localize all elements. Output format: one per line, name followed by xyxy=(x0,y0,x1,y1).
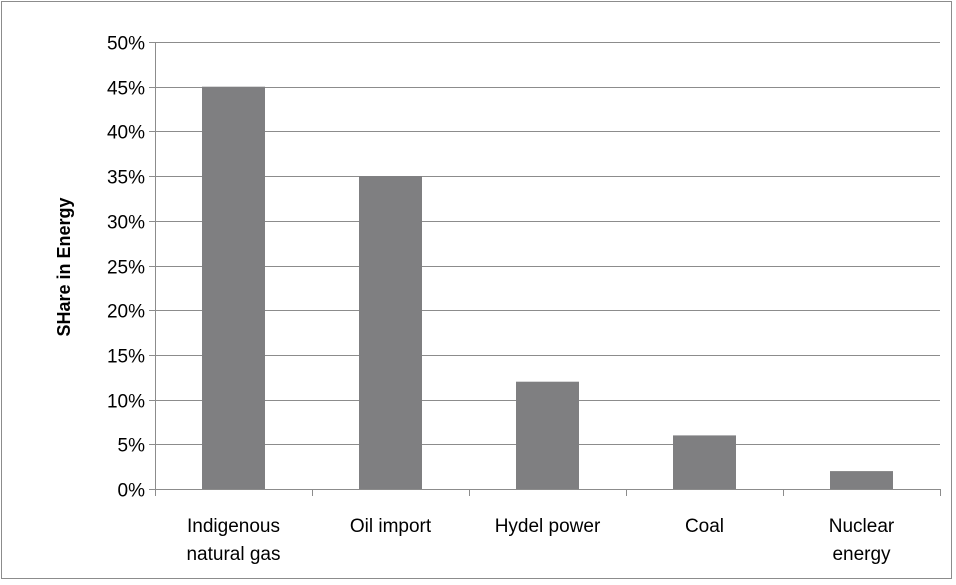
x-tick-labels: Indigenous natural gas Oil import Hydel pow… xyxy=(186,516,894,565)
x-tick-label: Oil import xyxy=(350,516,432,537)
x-tick-label: Nuclear energy xyxy=(829,516,895,565)
y-tick-label: 15% xyxy=(107,347,145,368)
bars xyxy=(202,86,893,489)
bar xyxy=(359,176,422,489)
y-tick-label: 0% xyxy=(118,481,146,502)
y-tick-label: 10% xyxy=(107,392,145,413)
axes xyxy=(149,42,941,496)
bar xyxy=(830,471,893,489)
bar xyxy=(516,381,579,489)
x-tick-label: Hydel power xyxy=(495,516,601,537)
y-tick-label: 25% xyxy=(107,258,145,279)
y-tick-label: 30% xyxy=(107,213,145,234)
x-tick-label: Indigenous natural gas xyxy=(186,516,280,565)
y-axis-title: SHare in Energy xyxy=(54,197,74,336)
y-tick-label: 50% xyxy=(107,34,145,55)
gridlines xyxy=(155,42,940,445)
y-tick-label: 45% xyxy=(107,79,145,100)
y-tick-label: 35% xyxy=(107,168,145,189)
bar xyxy=(202,86,265,489)
y-tick-label: 5% xyxy=(118,436,146,457)
y-tick-label: 40% xyxy=(107,123,145,144)
y-tick-labels: 0% 5% 10% 15% 20% 25% 30% 35% 40% 45% 50% xyxy=(107,34,145,502)
x-tick-label: Coal xyxy=(685,516,724,537)
y-tick-label: 20% xyxy=(107,302,145,323)
bar xyxy=(673,435,736,489)
